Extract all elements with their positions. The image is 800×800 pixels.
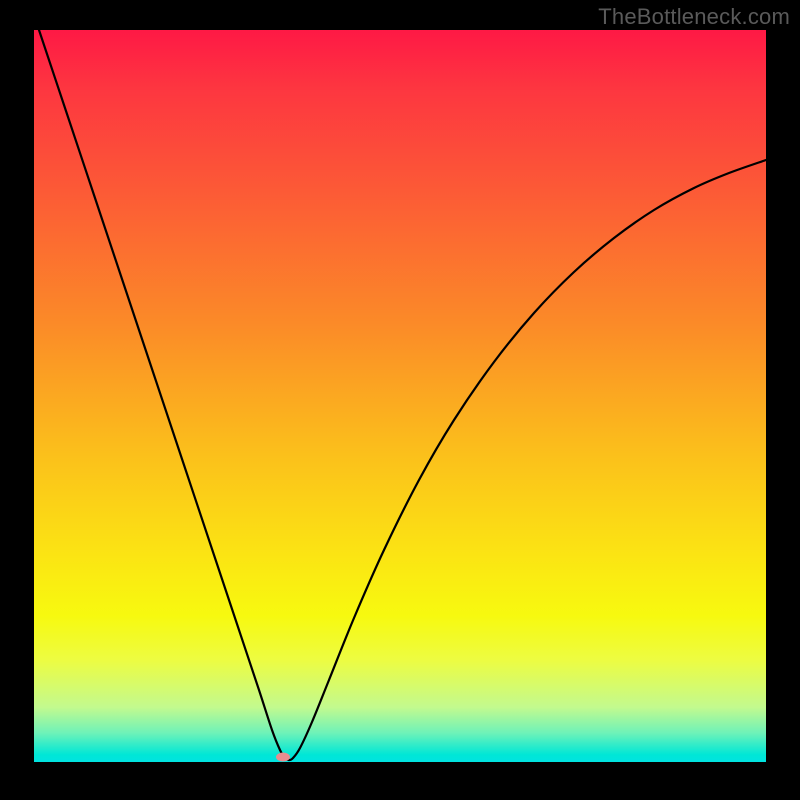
bottleneck-curve <box>39 30 766 760</box>
chart-frame: TheBottleneck.com <box>0 0 800 800</box>
curve-svg <box>34 30 766 762</box>
optimum-marker <box>276 753 290 762</box>
plot-area <box>34 30 766 762</box>
watermark-text: TheBottleneck.com <box>598 4 790 30</box>
